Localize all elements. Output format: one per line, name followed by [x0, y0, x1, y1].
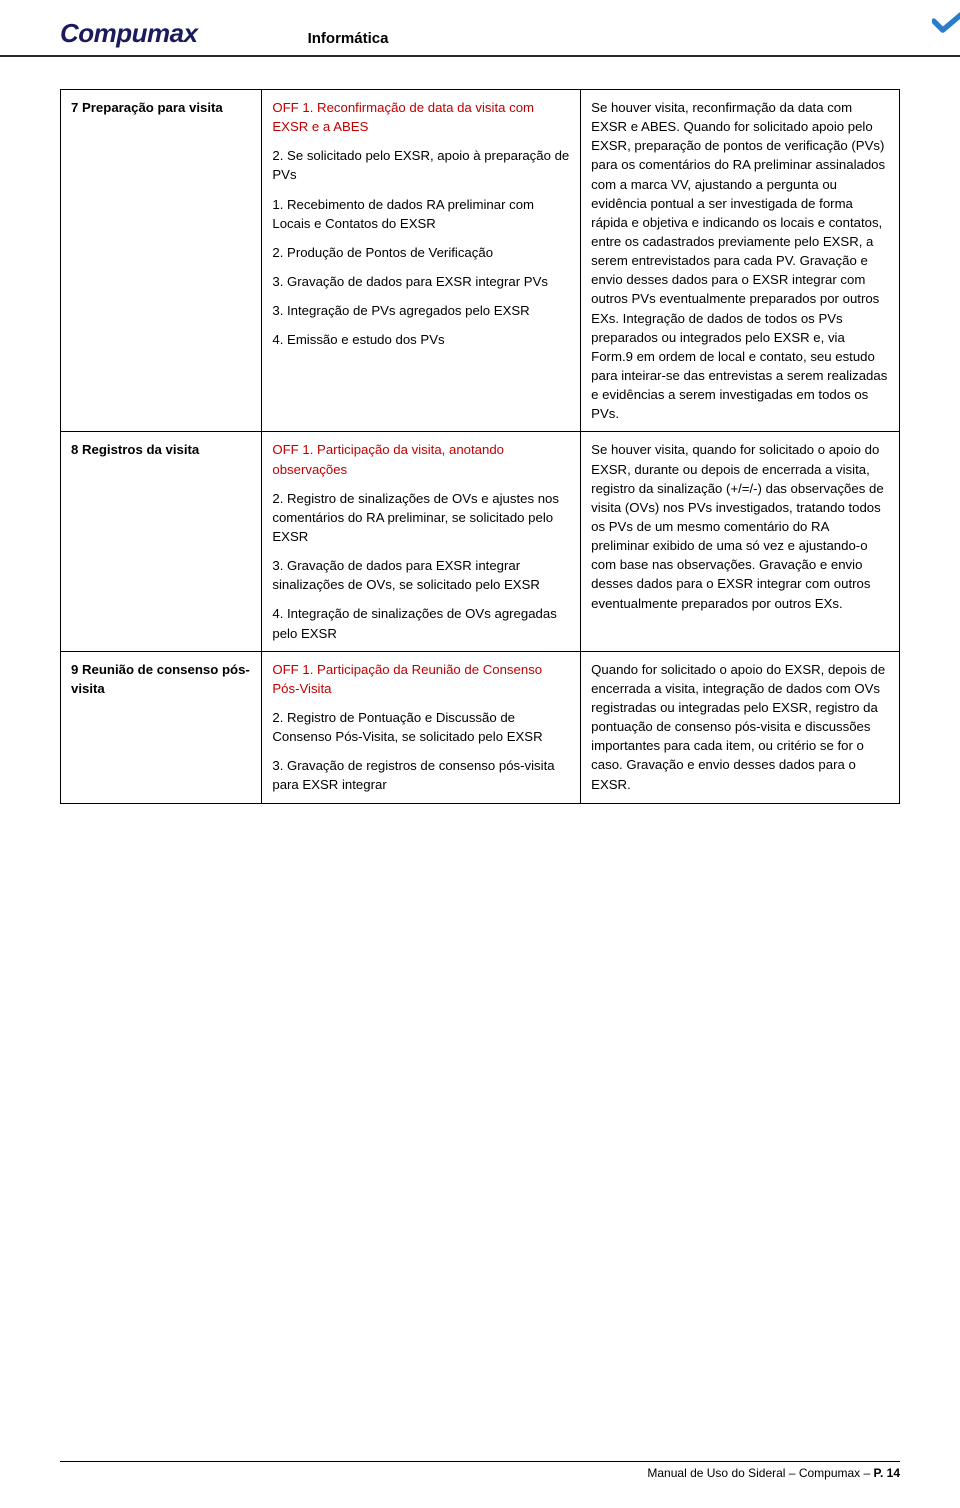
main-table: 7 Preparação para visita OFF 1. Reconfir… [60, 89, 900, 804]
step-item: 1. Recebimento de dados RA preliminar co… [272, 195, 570, 233]
off-title: OFF 1. Participação da Reunião de Consen… [272, 660, 570, 698]
step-item: 3. Gravação de dados para EXSR integrar … [272, 556, 570, 594]
row-steps: OFF 1. Participação da visita, anotando … [262, 432, 581, 651]
step-item: 2. Se solicitado pelo EXSR, apoio à prep… [272, 146, 570, 184]
off-title: OFF 1. Reconfirmação de data da visita c… [272, 98, 570, 136]
step-item: 3. Integração de PVs agregados pelo EXSR [272, 301, 570, 320]
row-steps: OFF 1. Participação da Reunião de Consen… [262, 651, 581, 803]
step-item: 3. Gravação de dados para EXSR integrar … [272, 272, 570, 291]
row-label: 8 Registros da visita [61, 432, 262, 651]
step-item: 2. Registro de sinalizações de OVs e aju… [272, 489, 570, 546]
checkmark-icon [932, 8, 960, 36]
content-area: 7 Preparação para visita OFF 1. Reconfir… [0, 57, 960, 804]
table-row: 8 Registros da visita OFF 1. Participaçã… [61, 432, 900, 651]
logo-block: Compumax [60, 18, 198, 49]
step-item: 4. Integração de sinalizações de OVs agr… [272, 604, 570, 642]
step-item: 2. Produção de Pontos de Verificação [272, 243, 570, 262]
row-description: Se houver visita, reconfirmação da data … [581, 90, 900, 432]
row-steps: OFF 1. Reconfirmação de data da visita c… [262, 90, 581, 432]
step-item: 3. Gravação de registros de consenso pós… [272, 756, 570, 794]
off-title: OFF 1. Participação da visita, anotando … [272, 440, 570, 478]
page-footer: Manual de Uso do Sideral – Compumax – P.… [60, 1461, 900, 1480]
footer-page: P. 14 [874, 1466, 900, 1480]
row-label: 7 Preparação para visita [61, 90, 262, 432]
logo-text: Compumax [60, 18, 198, 49]
row-description: Quando for solicitado o apoio do EXSR, d… [581, 651, 900, 803]
table-row: 7 Preparação para visita OFF 1. Reconfir… [61, 90, 900, 432]
page-header: Compumax Informática [0, 0, 960, 57]
step-item: 4. Emissão e estudo dos PVs [272, 330, 570, 349]
row-label: 9 Reunião de consenso pós-visita [61, 651, 262, 803]
row-description: Se houver visita, quando for solicitado … [581, 432, 900, 651]
footer-text: Manual de Uso do Sideral – Compumax – [647, 1466, 873, 1480]
step-item: 2. Registro de Pontuação e Discussão de … [272, 708, 570, 746]
table-row: 9 Reunião de consenso pós-visita OFF 1. … [61, 651, 900, 803]
header-subtitle: Informática [308, 30, 389, 47]
